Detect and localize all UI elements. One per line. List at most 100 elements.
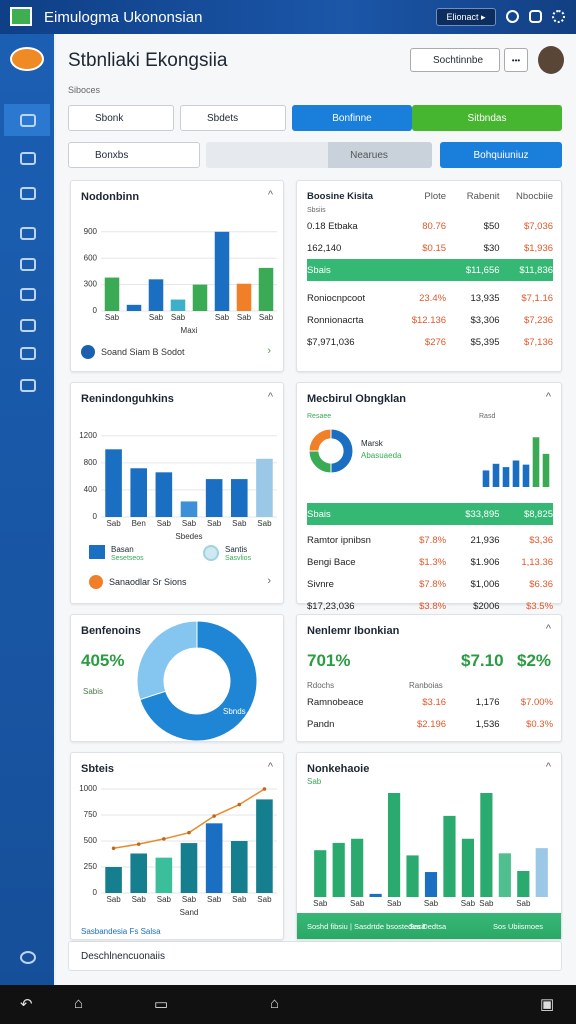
icon[interactable] bbox=[506, 10, 519, 23]
bar bbox=[230, 479, 248, 517]
table-cell: 80.76 bbox=[422, 220, 447, 232]
bar bbox=[148, 279, 164, 311]
chevron[interactable]: ^ bbox=[267, 189, 273, 201]
bar bbox=[205, 823, 223, 893]
input[interactable]: Sbdets bbox=[180, 105, 286, 131]
table-cell: 1,13.36 bbox=[521, 556, 554, 568]
label: Rasd bbox=[479, 413, 496, 420]
nav-icon[interactable] bbox=[20, 152, 36, 165]
table-cell: $7,036 bbox=[523, 220, 554, 232]
nav-icon[interactable] bbox=[20, 258, 36, 271]
icon[interactable] bbox=[552, 10, 565, 23]
chevron[interactable]: ^ bbox=[545, 391, 551, 403]
nav-icon[interactable] bbox=[20, 114, 36, 127]
search-button[interactable]: Sochtinnbe bbox=[410, 48, 500, 72]
card-title: Benfenoins bbox=[81, 625, 141, 637]
x-tick-label: Sab bbox=[461, 899, 476, 908]
table-cell: Ramnobeace bbox=[307, 696, 364, 708]
button[interactable]: Sitbndas bbox=[412, 105, 562, 131]
icon bbox=[81, 345, 95, 359]
bar bbox=[214, 231, 230, 311]
more-button[interactable]: ••• bbox=[504, 48, 528, 72]
y-tick-label: 0 bbox=[93, 888, 98, 897]
nav-icon[interactable] bbox=[20, 379, 36, 392]
card-title: Nodonbinn bbox=[81, 191, 140, 203]
nav-home[interactable]: ⌂ bbox=[74, 995, 84, 1012]
bar bbox=[498, 853, 511, 897]
card-title: Nenlemr Ibonkian bbox=[307, 625, 400, 637]
card-footer[interactable]: Sanaodlar Sr Sions bbox=[109, 577, 187, 587]
table-cell: $33,895 bbox=[465, 508, 500, 520]
table-row: 0.18 Etbaka 80.76 $50 $7,036 bbox=[307, 215, 553, 237]
x-tick-label: Sab bbox=[350, 899, 365, 908]
table-cell: 13,935 bbox=[470, 292, 500, 304]
table: Sbais $33,895 $8,825 Ramtor ipnibsn $7.8% 21,… bbox=[307, 503, 553, 617]
table-cell: $0.3% bbox=[526, 718, 554, 730]
table-row: Pandn $2.196 1,536 $0.3% bbox=[307, 713, 553, 735]
strip-text: Sasit bbox=[409, 922, 426, 931]
table-cell: $6.36 bbox=[529, 578, 554, 590]
icon bbox=[89, 575, 103, 589]
x-tick-label: Ben bbox=[132, 519, 146, 528]
footer-bar[interactable]: Deschlnencuonaiis bbox=[68, 941, 562, 971]
app-button[interactable]: Elionact ▸ bbox=[436, 8, 496, 26]
sidebar bbox=[0, 34, 54, 985]
bar bbox=[443, 815, 456, 897]
y-tick-label: 600 bbox=[84, 253, 98, 262]
card-footer[interactable]: Sasbandesia Fs Salsa bbox=[81, 927, 161, 936]
button[interactable]: Bohquiuniuz bbox=[440, 142, 562, 168]
bar bbox=[461, 838, 475, 897]
card: Mecbirul Obngklan ^ Marsk Abasuaeda Resae… bbox=[296, 382, 562, 612]
table-cell: Bengi Bace bbox=[307, 556, 356, 568]
chevron[interactable]: ^ bbox=[267, 761, 273, 773]
nav-icon[interactable] bbox=[20, 288, 36, 301]
nav-icon[interactable] bbox=[20, 347, 36, 360]
nav-icon[interactable] bbox=[20, 187, 36, 200]
x-tick-label: Sab bbox=[215, 313, 230, 322]
chevron[interactable]: ^ bbox=[545, 761, 551, 773]
nav-icon[interactable] bbox=[20, 227, 36, 240]
chevron[interactable]: › bbox=[267, 575, 271, 587]
bar bbox=[256, 458, 273, 517]
x-tick-label: Sab bbox=[232, 895, 247, 904]
settings-icon[interactable] bbox=[20, 951, 36, 964]
bar bbox=[332, 842, 345, 897]
segment[interactable]: Nearues bbox=[206, 142, 432, 168]
table-cell: $2.196 bbox=[416, 718, 447, 730]
nav-active[interactable] bbox=[4, 104, 50, 136]
x-tick-label: Sab bbox=[105, 313, 120, 322]
trend-point bbox=[212, 814, 216, 818]
nav-home[interactable]: ⌂ bbox=[270, 995, 280, 1012]
table-cell: $12.136 bbox=[411, 314, 447, 326]
nav-icon[interactable] bbox=[20, 319, 36, 332]
chevron[interactable]: ^ bbox=[267, 391, 273, 403]
avatar[interactable] bbox=[538, 46, 564, 74]
table-cell: $7.00% bbox=[520, 696, 554, 708]
input[interactable]: Bonxbs bbox=[68, 142, 200, 168]
label: Sabis bbox=[83, 687, 104, 696]
chevron[interactable]: ^ bbox=[545, 623, 551, 635]
nav-back[interactable]: ↶ bbox=[20, 996, 33, 1013]
nav-recent[interactable]: ▭ bbox=[154, 996, 169, 1013]
x-tick-label: Sab bbox=[106, 895, 121, 904]
button[interactable]: Bonfinne bbox=[292, 105, 412, 131]
chevron[interactable]: › bbox=[267, 345, 271, 357]
nav-icon[interactable]: ▣ bbox=[540, 996, 555, 1013]
icon[interactable] bbox=[529, 10, 542, 23]
trend-point bbox=[187, 830, 191, 835]
x-axis-label: Sbedes bbox=[175, 532, 202, 541]
input[interactable]: Sbonk bbox=[68, 105, 174, 131]
slice bbox=[136, 620, 198, 701]
x-tick-label: Sab bbox=[157, 519, 172, 528]
bar bbox=[205, 479, 223, 517]
strip-text: Sos Ubiismoes bbox=[493, 922, 544, 931]
bar bbox=[104, 277, 120, 311]
card-title: Sbteis bbox=[81, 763, 115, 775]
card-footer[interactable]: Soand Siam B Sodot bbox=[101, 347, 185, 357]
system-nav: ↶ ⌂ ▭ ⌂ ▣ bbox=[0, 985, 576, 1024]
table-cell: $2006 bbox=[473, 600, 500, 612]
y-tick-label: 900 bbox=[84, 227, 98, 236]
table-cell: 0.18 Etbaka bbox=[307, 220, 358, 232]
legend-swatch bbox=[89, 545, 105, 559]
